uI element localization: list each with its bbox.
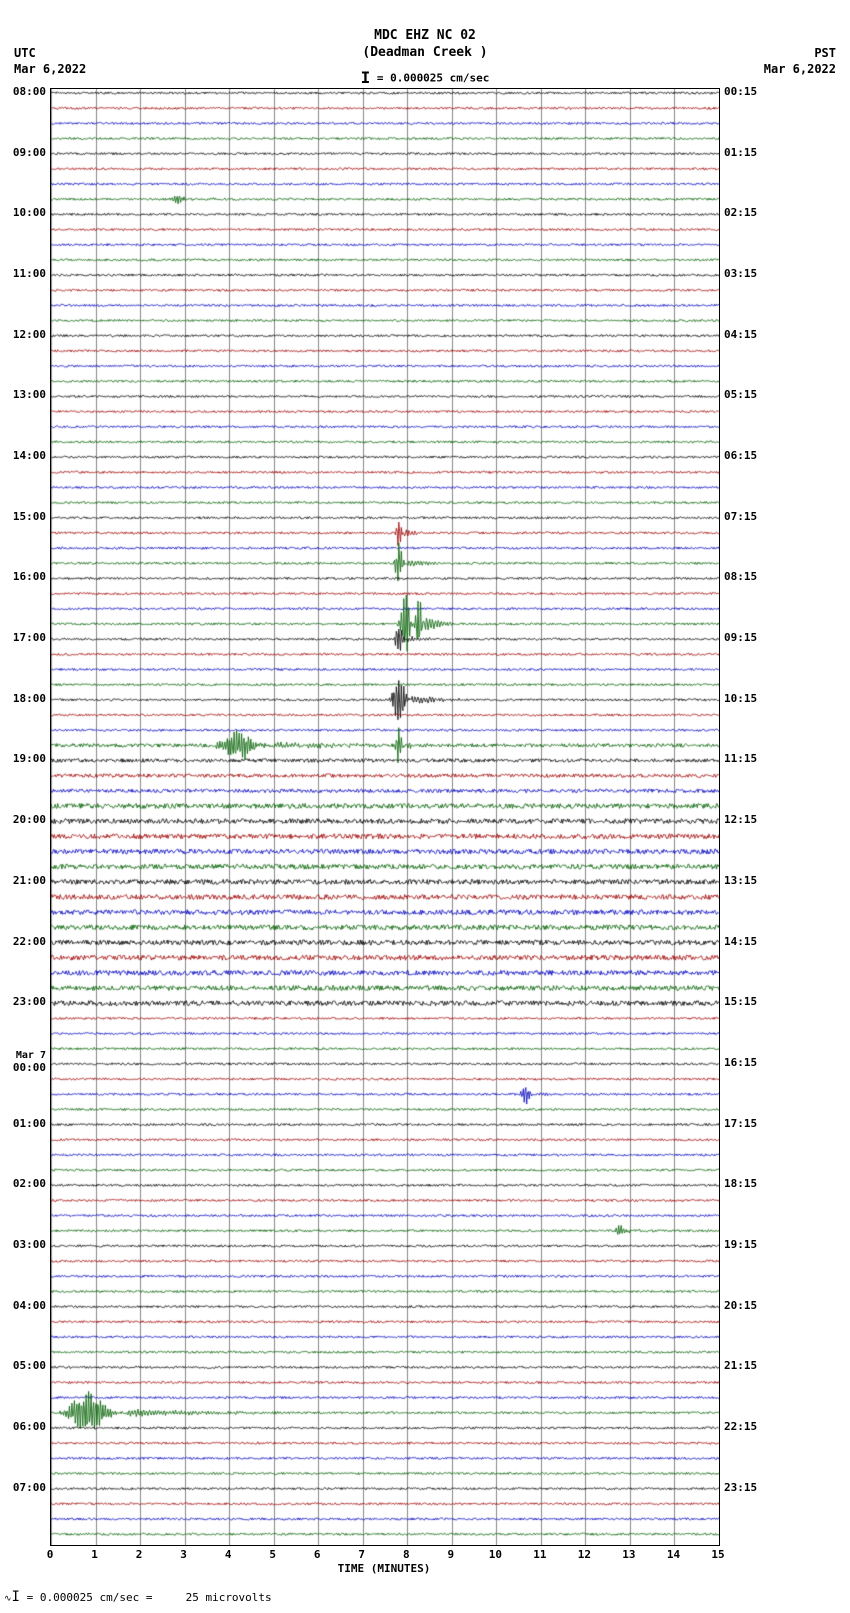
right-time-label: 07:15 <box>724 510 757 523</box>
right-time-label: 20:15 <box>724 1299 757 1312</box>
x-tick-label: 7 <box>358 1548 365 1561</box>
pst-header: PST Mar 6,2022 <box>764 46 836 77</box>
left-time-label: 06:00 <box>13 1420 46 1433</box>
x-tick-label: 14 <box>667 1548 680 1561</box>
station-id: MDC EHZ NC 02 <box>0 28 850 45</box>
utc-header: UTC Mar 6,2022 <box>14 46 86 77</box>
pst-tz: PST <box>764 46 836 62</box>
left-time-label: 11:00 <box>13 267 46 280</box>
right-time-label: 11:15 <box>724 752 757 765</box>
left-time-label: 03:00 <box>13 1238 46 1251</box>
x-tick-label: 12 <box>578 1548 591 1561</box>
station-location: (Deadman Creek ) <box>0 45 850 62</box>
right-time-label: 09:15 <box>724 631 757 644</box>
x-tick-label: 15 <box>711 1548 724 1561</box>
pst-date: Mar 6,2022 <box>764 62 836 78</box>
right-time-label: 08:15 <box>724 570 757 583</box>
x-tick-label: 11 <box>533 1548 546 1561</box>
chart-header: MDC EHZ NC 02 (Deadman Creek ) I = 0.000… <box>0 0 850 89</box>
left-time-label: 01:00 <box>13 1117 46 1130</box>
utc-date: Mar 6,2022 <box>14 62 86 78</box>
left-time-label: 05:00 <box>13 1359 46 1372</box>
left-time-label: 07:00 <box>13 1481 46 1494</box>
right-time-label: 10:15 <box>724 692 757 705</box>
right-time-label: 21:15 <box>724 1359 757 1372</box>
left-time-label: 02:00 <box>13 1177 46 1190</box>
x-tick-label: 5 <box>269 1548 276 1561</box>
left-time-label: 19:00 <box>13 752 46 765</box>
right-time-label: 01:15 <box>724 146 757 159</box>
right-time-label: 06:15 <box>724 449 757 462</box>
right-time-label: 04:15 <box>724 328 757 341</box>
x-tick-label: 13 <box>622 1548 635 1561</box>
seismogram-plot <box>50 88 720 1546</box>
x-tick-label: 1 <box>91 1548 98 1561</box>
footer-left: = 0.000025 cm/sec = <box>27 1591 153 1604</box>
right-time-label: 16:15 <box>724 1056 757 1069</box>
footer-scale: ∿I = 0.000025 cm/sec = 25 microvolts <box>4 1589 272 1605</box>
right-time-label: 17:15 <box>724 1117 757 1130</box>
left-time-label: 21:00 <box>13 874 46 887</box>
x-tick-label: 0 <box>47 1548 54 1561</box>
right-time-label: 15:15 <box>724 995 757 1008</box>
right-time-label: 03:15 <box>724 267 757 280</box>
footer-right: 25 microvolts <box>186 1591 272 1604</box>
left-time-label: 18:00 <box>13 692 46 705</box>
right-time-label: 13:15 <box>724 874 757 887</box>
left-time-label: 09:00 <box>13 146 46 159</box>
left-time-label: 04:00 <box>13 1299 46 1312</box>
x-tick-label: 3 <box>180 1548 187 1561</box>
scale-text: = 0.000025 cm/sec <box>377 71 490 84</box>
right-time-label: 19:15 <box>724 1238 757 1251</box>
right-time-label: 02:15 <box>724 206 757 219</box>
left-time-label: 13:00 <box>13 388 46 401</box>
left-time-label: 17:00 <box>13 631 46 644</box>
left-time-label: 23:00 <box>13 995 46 1008</box>
right-time-label: 05:15 <box>724 388 757 401</box>
left-time-label: 20:00 <box>13 813 46 826</box>
right-time-label: 14:15 <box>724 935 757 948</box>
left-time-label: 08:00 <box>13 85 46 98</box>
x-tick-label: 9 <box>447 1548 454 1561</box>
right-time-label: 22:15 <box>724 1420 757 1433</box>
right-time-label: 18:15 <box>724 1177 757 1190</box>
x-tick-label: 2 <box>136 1548 143 1561</box>
left-time-label: 15:00 <box>13 510 46 523</box>
right-time-label: 12:15 <box>724 813 757 826</box>
x-tick-label: 6 <box>314 1548 321 1561</box>
scale-indicator: I = 0.000025 cm/sec <box>0 68 850 89</box>
utc-tz: UTC <box>14 46 86 62</box>
left-time-label: 16:00 <box>13 570 46 583</box>
left-time-label: 14:00 <box>13 449 46 462</box>
x-tick-label: 8 <box>403 1548 410 1561</box>
left-time-label: 10:00 <box>13 206 46 219</box>
left-time-label: Mar 700:00 <box>13 1048 46 1074</box>
left-time-label: 12:00 <box>13 328 46 341</box>
left-time-label: 22:00 <box>13 935 46 948</box>
right-time-label: 23:15 <box>724 1481 757 1494</box>
x-tick-label: 10 <box>489 1548 502 1561</box>
right-time-label: 00:15 <box>724 85 757 98</box>
x-tick-label: 4 <box>225 1548 232 1561</box>
x-axis-title: TIME (MINUTES) <box>50 1562 718 1575</box>
